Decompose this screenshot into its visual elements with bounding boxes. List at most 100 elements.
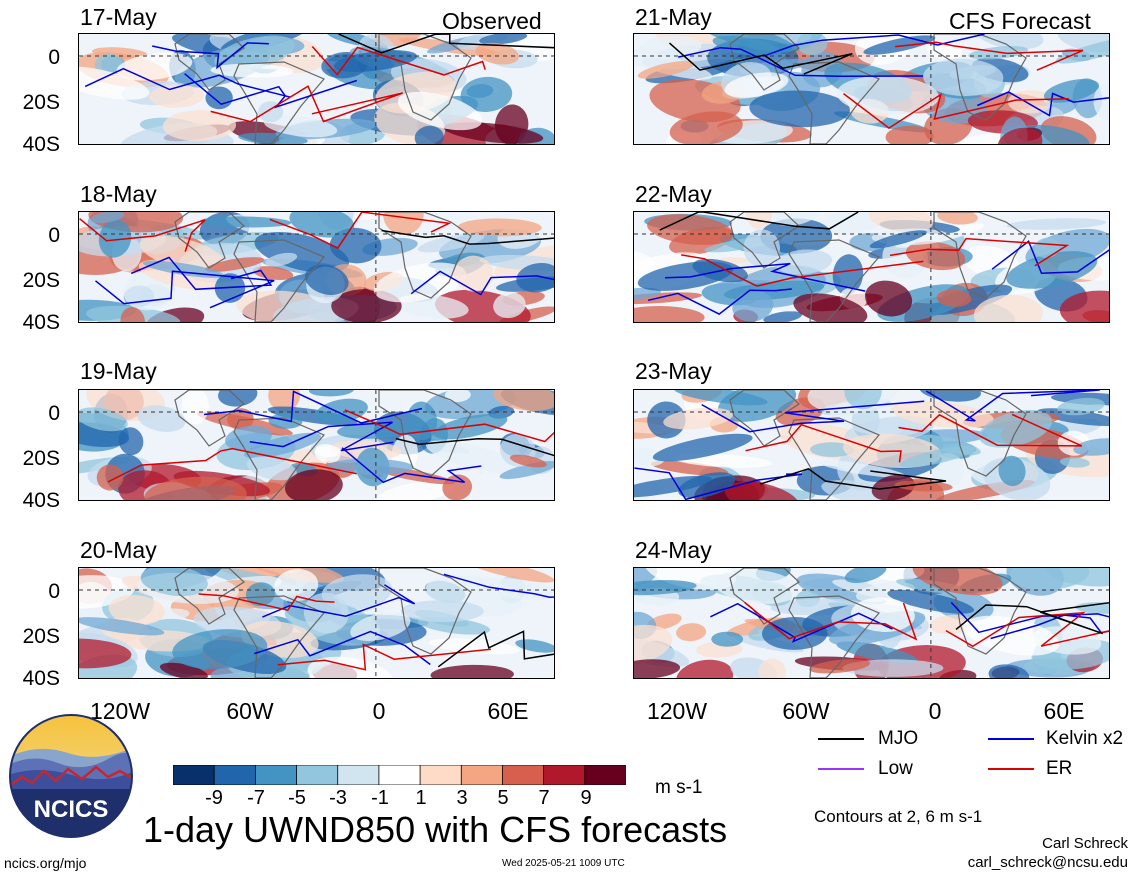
wind-anomaly-blob xyxy=(772,212,823,226)
timestamp: Wed 2025-05-21 1009 UTC xyxy=(502,858,625,869)
wind-anomaly-blob xyxy=(493,390,554,411)
er-contour xyxy=(744,601,918,641)
wind-anomaly-blob xyxy=(998,455,1026,487)
wind-anomaly-blob xyxy=(669,111,743,144)
wind-anomaly-blob xyxy=(466,84,494,98)
units-label: m s-1 xyxy=(655,777,703,798)
wind-anomaly-blob xyxy=(79,617,165,636)
colorbar-swatch xyxy=(172,764,215,786)
wind-anomaly-blob xyxy=(430,664,514,678)
wind-anomaly-blob xyxy=(244,432,322,459)
wind-anomaly-blob xyxy=(509,454,547,468)
panel-date-18-may: 18-May xyxy=(80,181,157,207)
wind-anomaly-blob xyxy=(717,390,797,422)
wind-anomaly-blob xyxy=(634,447,665,467)
panel-date-21-may: 21-May xyxy=(635,4,712,30)
wind-anomaly-blob xyxy=(1093,83,1109,120)
ytick-40s-row4: 40S xyxy=(22,667,60,690)
mjo-contour xyxy=(338,34,554,54)
site-link[interactable]: ncics.org/mjo xyxy=(4,855,87,871)
wind-anomaly-blob xyxy=(894,480,953,492)
map-panel-23-may xyxy=(633,389,1110,501)
map-panel-21-may xyxy=(633,33,1110,145)
wind-anomaly-blob xyxy=(326,458,414,475)
colorbar-label-m9: -9 xyxy=(205,787,223,809)
wind-anomaly-blob xyxy=(274,568,319,603)
wind-anomaly-blob xyxy=(634,580,697,596)
kelvin-contour xyxy=(678,46,924,77)
wind-anomaly-blob xyxy=(516,262,554,293)
wind-anomaly-blob xyxy=(475,42,520,65)
legend-label-er: ER xyxy=(1046,758,1073,779)
kelvin-contour xyxy=(184,73,358,109)
wind-anomaly-blob xyxy=(899,446,975,468)
heatmap-21-may xyxy=(634,34,1109,144)
mjo-contour xyxy=(395,437,554,457)
logo-text: NCICS xyxy=(34,796,109,823)
wind-anomaly-blob xyxy=(1007,90,1053,114)
ncics-logo: NCICS xyxy=(8,713,134,839)
wind-anomaly-blob xyxy=(425,440,523,475)
wind-anomaly-blob xyxy=(79,407,128,432)
colorbar-swatch xyxy=(378,764,421,786)
wind-anomaly-blob xyxy=(796,34,828,56)
wind-anomaly-blob xyxy=(227,408,254,430)
colorbar-swatch xyxy=(337,764,380,786)
author-email[interactable]: carl_schreck@ncsu.edu xyxy=(967,854,1128,871)
mjo-contour xyxy=(381,229,554,245)
er-contour xyxy=(895,41,1084,71)
er-contour xyxy=(311,46,486,76)
wind-anomaly-blob xyxy=(90,212,125,223)
wind-anomaly-blob xyxy=(844,390,882,410)
wind-anomaly-blob xyxy=(479,34,528,45)
wind-anomaly-blob xyxy=(315,445,342,458)
mjo-contour xyxy=(760,467,947,490)
kelvin-contour xyxy=(341,447,482,484)
wind-anomaly-blob xyxy=(818,212,916,235)
map-panel-17-may xyxy=(78,33,555,145)
er-contour xyxy=(681,254,924,287)
wind-anomaly-blob xyxy=(885,125,934,144)
wind-anomaly-blob xyxy=(137,405,186,432)
wind-anomaly-blob xyxy=(218,390,258,407)
wind-anomaly-blob xyxy=(246,456,297,481)
wind-anomaly-blob xyxy=(905,241,966,271)
wind-anomaly-blob xyxy=(634,287,661,300)
wind-anomaly-blob xyxy=(724,72,789,98)
wind-anomaly-blob xyxy=(724,481,800,500)
kelvin-contour xyxy=(991,240,1109,274)
wind-anomaly-blob xyxy=(637,60,695,79)
wind-anomaly-blob xyxy=(79,575,135,609)
wind-anomaly-blob xyxy=(1059,457,1090,468)
wind-anomaly-blob xyxy=(200,216,292,228)
mjo-contour xyxy=(659,212,859,231)
wind-anomaly-blob xyxy=(377,480,456,500)
wind-anomaly-blob xyxy=(252,266,294,281)
panel-date-19-may: 19-May xyxy=(80,358,157,384)
wind-anomaly-blob xyxy=(821,480,914,500)
panel-date-17-may: 17-May xyxy=(80,4,157,30)
wind-anomaly-blob xyxy=(414,125,444,144)
wind-anomaly-blob xyxy=(810,442,855,457)
coastline xyxy=(788,417,880,500)
wind-anomaly-blob xyxy=(181,390,209,425)
wind-anomaly-blob xyxy=(634,306,705,322)
wind-anomaly-blob xyxy=(308,390,354,397)
ytick-40s-row3: 40S xyxy=(22,489,60,512)
legend-label-low: Low xyxy=(878,758,913,779)
mjo-contour xyxy=(669,42,853,75)
ytick-20s-row4: 20S xyxy=(22,625,60,648)
er-contour xyxy=(745,423,902,463)
wind-anomaly-blob xyxy=(1043,79,1099,103)
wind-anomaly-blob xyxy=(997,127,1043,144)
wind-anomaly-blob xyxy=(210,63,294,78)
legend-line-mjo xyxy=(818,738,864,740)
kelvin-contour xyxy=(254,630,431,666)
colorbar-label-3: 3 xyxy=(456,787,468,809)
ytick-0-row3: 0 xyxy=(48,402,60,425)
map-panel-19-may xyxy=(78,389,555,501)
colorbar-swatch xyxy=(584,764,627,786)
kelvin-contour xyxy=(410,270,554,296)
wind-anomaly-blob xyxy=(1055,36,1109,64)
colorbar-label-5: 5 xyxy=(497,787,509,809)
